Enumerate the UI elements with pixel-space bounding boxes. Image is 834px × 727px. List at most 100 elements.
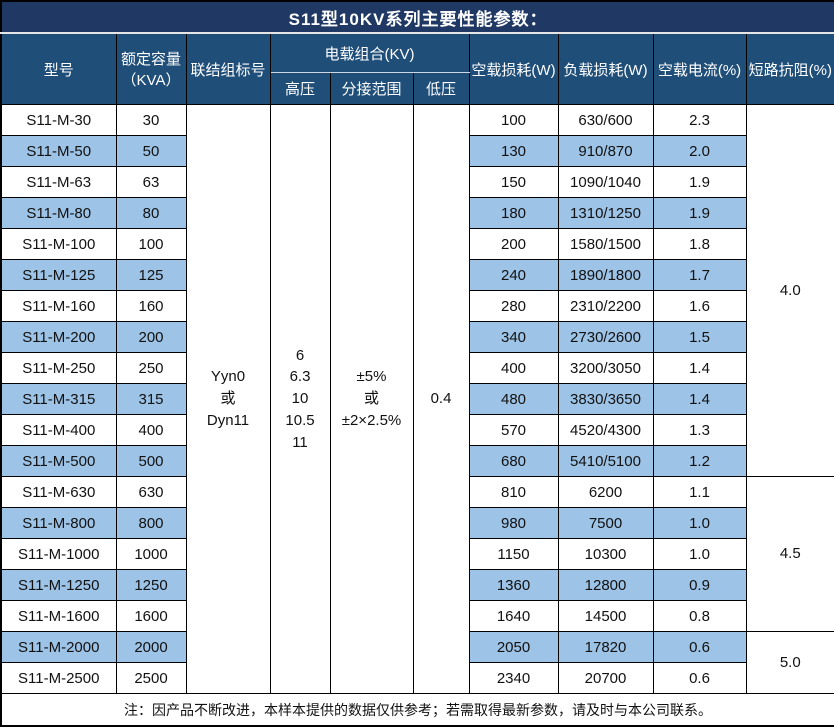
capacity-cell: 250: [115, 352, 187, 384]
no-load-current-cell: 1.4: [652, 352, 747, 384]
connection-symbol-cell: Yyn0 或 Dyn11: [185, 104, 271, 694]
header-impedance: 短路抗阻(%): [745, 32, 834, 105]
header-model: 型号: [0, 32, 117, 105]
model-cell: S11-M-1250: [0, 569, 117, 601]
model-cell: S11-M-800: [0, 507, 117, 539]
load-loss-cell: 910/870: [557, 135, 654, 167]
table-row: S11-M-2500 2500 2340 20700 0.6: [0, 662, 834, 694]
no-load-current-cell: 2.3: [652, 104, 747, 136]
no-load-loss-cell: 180: [468, 197, 559, 229]
no-load-current-cell: 0.6: [652, 631, 747, 663]
no-load-loss-cell: 100: [468, 104, 559, 136]
capacity-cell: 160: [115, 290, 187, 322]
model-cell: S11-M-30: [0, 104, 117, 136]
load-loss-cell: 2730/2600: [557, 321, 654, 353]
capacity-cell: 630: [115, 476, 187, 508]
model-cell: S11-M-2500: [0, 662, 117, 694]
header-load-combo: 电载组合(KV): [269, 32, 470, 73]
model-cell: S11-M-100: [0, 228, 117, 260]
no-load-loss-cell: 2340: [468, 662, 559, 694]
capacity-cell: 50: [115, 135, 187, 167]
table-row: S11-M-315 315 480 3830/3650 1.4: [0, 383, 834, 415]
no-load-current-cell: 0.6: [652, 662, 747, 694]
load-loss-cell: 7500: [557, 507, 654, 539]
model-cell: S11-M-400: [0, 414, 117, 446]
model-cell: S11-M-1600: [0, 600, 117, 632]
no-load-current-cell: 1.5: [652, 321, 747, 353]
high-voltage-cell: 6 6.3 10 10.5 11: [269, 104, 331, 694]
no-load-loss-cell: 1150: [468, 538, 559, 570]
no-load-loss-cell: 680: [468, 445, 559, 477]
capacity-cell: 30: [115, 104, 187, 136]
load-loss-cell: 17820: [557, 631, 654, 663]
capacity-cell: 315: [115, 383, 187, 415]
no-load-current-cell: 1.7: [652, 259, 747, 291]
impedance-cell: 4.0: [745, 104, 834, 477]
load-loss-cell: 4520/4300: [557, 414, 654, 446]
no-load-current-cell: 1.0: [652, 538, 747, 570]
header-high-voltage: 高压: [269, 72, 331, 105]
model-cell: S11-M-63: [0, 166, 117, 198]
no-load-current-cell: 1.6: [652, 290, 747, 322]
footer-row: 注：因产品不断改进，本样本提供的数据仅供参考；若需取得最新参数，请及时与本公司联…: [0, 693, 834, 727]
no-load-loss-cell: 1360: [468, 569, 559, 601]
no-load-loss-cell: 150: [468, 166, 559, 198]
model-cell: S11-M-250: [0, 352, 117, 384]
table-body: S11-M-30 30 Yyn0 或 Dyn11 6 6.3 10 10.5 11 ±5…: [0, 104, 834, 694]
low-voltage-cell: 0.4: [412, 104, 470, 694]
model-cell: S11-M-50: [0, 135, 117, 167]
table-row: S11-M-1250 1250 1360 12800 0.9: [0, 569, 834, 601]
capacity-cell: 400: [115, 414, 187, 446]
capacity-cell: 63: [115, 166, 187, 198]
tap-range-cell: ±5% 或 ±2×2.5%: [329, 104, 414, 694]
load-loss-cell: 1890/1800: [557, 259, 654, 291]
header-row-main: 型号 额定容量 （KVA） 联结组标号 电载组合(KV) 空载损耗(W) 负载损…: [0, 32, 834, 105]
no-load-loss-cell: 570: [468, 414, 559, 446]
no-load-loss-cell: 280: [468, 290, 559, 322]
table-row: S11-M-800 800 980 7500 1.0: [0, 507, 834, 539]
table-row: S11-M-400 400 570 4520/4300 1.3: [0, 414, 834, 446]
load-loss-cell: 14500: [557, 600, 654, 632]
no-load-current-cell: 1.9: [652, 166, 747, 198]
table-row: S11-M-50 50 130 910/870 2.0: [0, 135, 834, 167]
load-loss-cell: 5410/5100: [557, 445, 654, 477]
capacity-cell: 800: [115, 507, 187, 539]
no-load-current-cell: 1.8: [652, 228, 747, 260]
header-no-load-loss: 空载损耗(W): [468, 32, 559, 105]
page-title: S11型10KV系列主要性能参数：: [0, 0, 834, 34]
load-loss-cell: 6200: [557, 476, 654, 508]
capacity-cell: 1250: [115, 569, 187, 601]
model-cell: S11-M-200: [0, 321, 117, 353]
no-load-current-cell: 2.0: [652, 135, 747, 167]
table-row: S11-M-125 125 240 1890/1800 1.7: [0, 259, 834, 291]
no-load-loss-cell: 400: [468, 352, 559, 384]
title-row: S11型10KV系列主要性能参数：: [0, 0, 834, 34]
header-row-sub: 高压 分接范围 低压: [1, 72, 834, 105]
capacity-cell: 200: [115, 321, 187, 353]
capacity-cell: 500: [115, 445, 187, 477]
model-cell: S11-M-500: [0, 445, 117, 477]
footer-note: 注：因产品不断改进，本样本提供的数据仅供参考；若需取得最新参数，请及时与本公司联…: [0, 693, 834, 727]
no-load-loss-cell: 240: [468, 259, 559, 291]
table-row: S11-M-160 160 280 2310/2200 1.6: [0, 290, 834, 322]
impedance-cell: 4.5: [745, 476, 834, 632]
load-loss-cell: 12800: [557, 569, 654, 601]
header-load-loss: 负载损耗(W): [557, 32, 654, 105]
table-row: S11-M-630 630 810 6200 1.1 4.5: [0, 476, 834, 632]
capacity-cell: 80: [115, 197, 187, 229]
load-loss-cell: 3200/3050: [557, 352, 654, 384]
no-load-loss-cell: 1640: [468, 600, 559, 632]
no-load-current-cell: 1.0: [652, 507, 747, 539]
header-no-load-current: 空载电流(%): [652, 32, 747, 105]
no-load-loss-cell: 480: [468, 383, 559, 415]
no-load-loss-cell: 980: [468, 507, 559, 539]
table-row: S11-M-30 30 Yyn0 或 Dyn11 6 6.3 10 10.5 11 ±5…: [0, 104, 834, 694]
load-loss-cell: 10300: [557, 538, 654, 570]
no-load-current-cell: 1.3: [652, 414, 747, 446]
load-loss-cell: 1310/1250: [557, 197, 654, 229]
model-cell: S11-M-160: [0, 290, 117, 322]
model-cell: S11-M-630: [0, 476, 117, 508]
header-connection: 联结组标号: [185, 32, 271, 105]
capacity-cell: 2500: [115, 662, 187, 694]
